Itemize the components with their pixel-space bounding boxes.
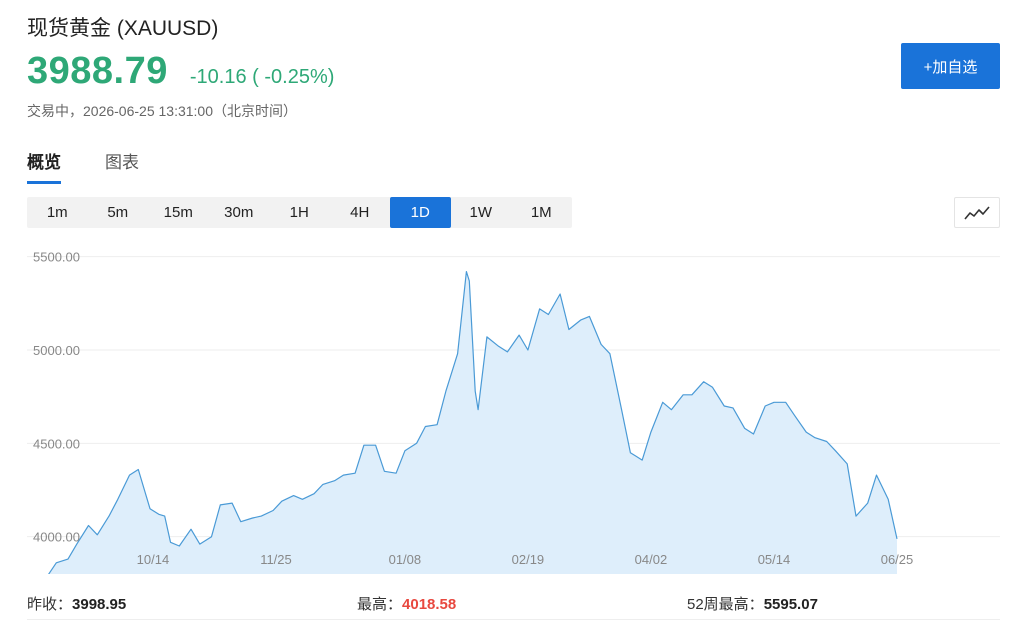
interval-30m[interactable]: 30m [224, 204, 254, 221]
interval-15m[interactable]: 15m [163, 204, 193, 221]
y-tick-label: 4000.00 [33, 530, 80, 545]
line-chart-icon [964, 205, 990, 220]
x-tick-label: 05/14 [758, 552, 791, 567]
price-chart-svg[interactable]: 4000.00 4500.00 5000.00 5500.00 10/14 11/25 0… [27, 238, 1000, 574]
chart-type-button[interactable] [954, 197, 1000, 228]
interval-1d[interactable]: 1D [390, 197, 451, 228]
interval-4h[interactable]: 4H [350, 204, 370, 221]
y-tick-label: 5500.00 [33, 250, 80, 265]
x-tick-label: 10/14 [137, 552, 170, 567]
prev-close-value: 3998.95 [72, 596, 127, 613]
y-tick-label: 5000.00 [33, 343, 80, 358]
tab-chart[interactable]: 图表 [105, 153, 139, 172]
x-tick-label: 01/08 [389, 552, 422, 567]
tab-overview[interactable]: 概览 [27, 148, 61, 184]
interval-1h[interactable]: 1H [289, 204, 309, 221]
price-change: -10.16 ( -0.25%) [189, 66, 335, 88]
stat-prev-close: 昨收：3998.95 [27, 593, 126, 614]
instrument-title: 现货黄金 (XAUUSD) [27, 17, 219, 40]
stat-day-high: 最高：4018.58 [357, 593, 456, 614]
trading-status: 交易中，2026-06-25 13:31:00（北京时间） [27, 103, 297, 119]
x-tick-label: 11/25 [260, 552, 292, 567]
chart-area-layer [27, 271, 898, 574]
interval-1w[interactable]: 1W [469, 204, 493, 221]
current-price: 3988.79 [27, 50, 168, 92]
day-high-label: 最高： [357, 596, 403, 613]
interval-1m[interactable]: 1m [46, 204, 68, 221]
price-area-fill [27, 271, 897, 574]
add-to-watchlist-button[interactable]: +加自选 [901, 43, 1000, 89]
interval-1mo[interactable]: 1M [530, 204, 552, 221]
stats-divider [27, 619, 1000, 620]
view-tabs: 概览 图表 [27, 148, 139, 184]
price-row: 3988.79 -10.16 ( -0.25%) [27, 50, 334, 93]
interval-selector: 1m 5m 15m 30m 1H 4H 1D 1W 1M [27, 197, 572, 228]
stat-52w-high: 52周最高：5595.07 [687, 593, 818, 614]
x-tick-label: 02/19 [512, 552, 545, 567]
y-axis-labels: 4000.00 4500.00 5000.00 5500.00 [33, 250, 80, 545]
price-chart[interactable]: 4000.00 4500.00 5000.00 5500.00 10/14 11/25 0… [27, 238, 1000, 574]
day-high-value: 4018.58 [402, 596, 457, 613]
price-line [48, 271, 898, 574]
x-tick-label: 06/25 [881, 552, 914, 567]
interval-5m[interactable]: 5m [107, 204, 129, 221]
prev-close-label: 昨收： [27, 596, 73, 613]
x-axis-labels: 10/14 11/25 01/08 02/19 04/02 05/14 06/25 [137, 552, 914, 567]
y-tick-label: 4500.00 [33, 436, 80, 451]
52w-high-label: 52周最高： [687, 596, 764, 613]
x-tick-label: 04/02 [635, 552, 668, 567]
52w-high-value: 5595.07 [763, 596, 818, 613]
